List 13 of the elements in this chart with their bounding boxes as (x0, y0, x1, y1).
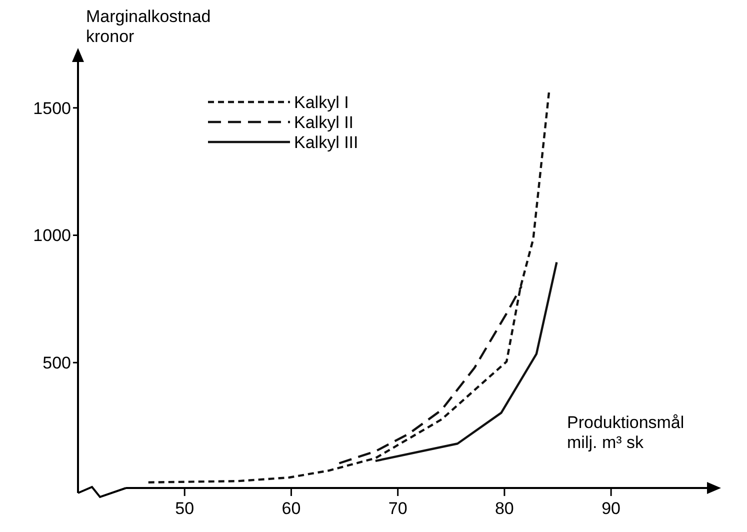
x-axis-title: Produktionsmål milj. m³ sk (567, 413, 684, 452)
x-tick-label: 80 (494, 499, 514, 518)
x-tick-label: 50 (175, 499, 194, 518)
y-axis-title: Marginalkostnad kronor (86, 7, 211, 46)
x-tick-label: 60 (282, 499, 301, 518)
x-tick-label: 70 (388, 499, 408, 518)
y-tick-label: 1000 (33, 226, 71, 246)
y-tick-label: 1500 (33, 98, 71, 118)
x-tick-label: 90 (602, 499, 621, 518)
legend-label: Kalkyl III (294, 132, 358, 152)
legend-label: Kalkyl II (294, 112, 354, 132)
legend-label: Kalkyl I (294, 92, 349, 112)
y-tick-label: 500 (42, 354, 71, 373)
